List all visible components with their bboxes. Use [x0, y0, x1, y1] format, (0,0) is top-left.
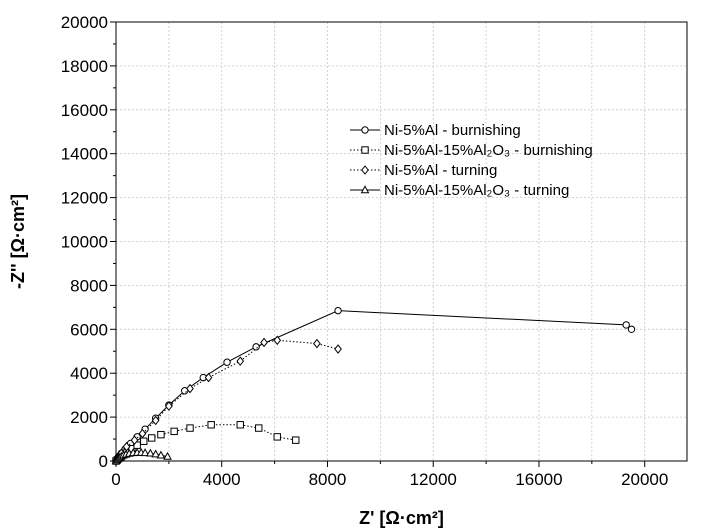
x-axis-title: Z' [Ω·cm²]: [359, 508, 444, 528]
series-2: [112, 421, 300, 465]
legend-label: Ni-5%Al - burnishing: [384, 122, 521, 139]
data-point: [140, 437, 148, 445]
series-line: [115, 310, 632, 462]
data-point: [292, 436, 300, 444]
data-point: [138, 428, 147, 439]
data-point: [223, 358, 231, 366]
data-point: [622, 321, 630, 329]
data-point: [186, 424, 194, 432]
y-tick-label: 20000: [61, 13, 108, 32]
data-point: [361, 146, 369, 154]
data-point: [360, 185, 370, 194]
legend-entry-4: Ni-5%Al-15%Al₂O₃ - turning: [350, 182, 569, 199]
y-tick-label: 18000: [61, 57, 108, 76]
data-point: [627, 325, 636, 333]
grid: [116, 21, 687, 461]
data-point: [146, 448, 155, 457]
data-point: [207, 421, 215, 429]
data-point: [273, 433, 281, 441]
x-tick-label: 4000: [203, 470, 241, 489]
series-4: [111, 447, 172, 465]
data-point: [147, 434, 156, 442]
legend-label: Ni-5%Al - turning: [384, 162, 497, 179]
data-point: [186, 383, 194, 394]
legend-label: Ni-5%Al-15%Al₂O₃ - turning: [384, 182, 569, 199]
x-tick-label: 0: [111, 470, 120, 489]
data-point: [236, 356, 245, 366]
y-tick-label: 8000: [70, 276, 108, 295]
series-line: [115, 339, 339, 462]
legend-entry-3: Ni-5%Al - turning: [350, 162, 497, 179]
data-point: [165, 401, 173, 411]
y-tick-label: 0: [99, 452, 108, 471]
y-tick-label: 6000: [70, 320, 108, 339]
data-point: [204, 372, 213, 383]
data-point: [260, 337, 268, 348]
data-point: [361, 126, 369, 134]
data-point: [313, 338, 321, 349]
legend: Ni-5%Al - burnishing Ni-5%Al-15%Al₂O₃ - b…: [350, 122, 593, 199]
y-tick-label: 12000: [61, 189, 108, 208]
legend-entry-2: Ni-5%Al-15%Al₂O₃ - burnishing: [350, 142, 593, 159]
data-point: [170, 427, 178, 436]
data-point: [140, 448, 150, 457]
x-tick-label: 20000: [621, 470, 668, 489]
y-tick-label: 16000: [61, 101, 108, 120]
data-series: [111, 306, 636, 466]
x-tick-label: 16000: [515, 470, 562, 489]
legend-label: Ni-5%Al-15%Al₂O₃ - burnishing: [384, 142, 593, 159]
y-tick-label: 10000: [61, 233, 108, 252]
data-point: [252, 343, 260, 351]
data-point: [255, 424, 263, 432]
data-point: [334, 306, 342, 315]
series-3: [112, 335, 342, 466]
data-point: [130, 435, 139, 445]
data-point: [181, 387, 189, 395]
y-tick-label: 4000: [70, 364, 108, 383]
data-point: [151, 415, 160, 426]
data-point: [156, 450, 166, 459]
x-tick-label: 12000: [410, 470, 457, 489]
data-point: [151, 449, 160, 458]
data-point: [236, 421, 244, 429]
data-point: [163, 451, 172, 460]
y-tick-label: 2000: [70, 408, 108, 427]
legend-entry-1: Ni-5%Al - burnishing: [350, 122, 521, 139]
y-tick-label: 14000: [61, 145, 108, 164]
data-point: [361, 165, 369, 175]
data-point: [273, 335, 282, 346]
y-axis-title: -Z'' [Ω·cm²]: [8, 194, 28, 289]
axes: 0 2000 4000 6000 8000 10000 12000 14000 16000 180…: [61, 13, 688, 489]
data-point: [157, 430, 165, 439]
data-point: [334, 344, 342, 354]
x-tick-label: 8000: [309, 470, 347, 489]
